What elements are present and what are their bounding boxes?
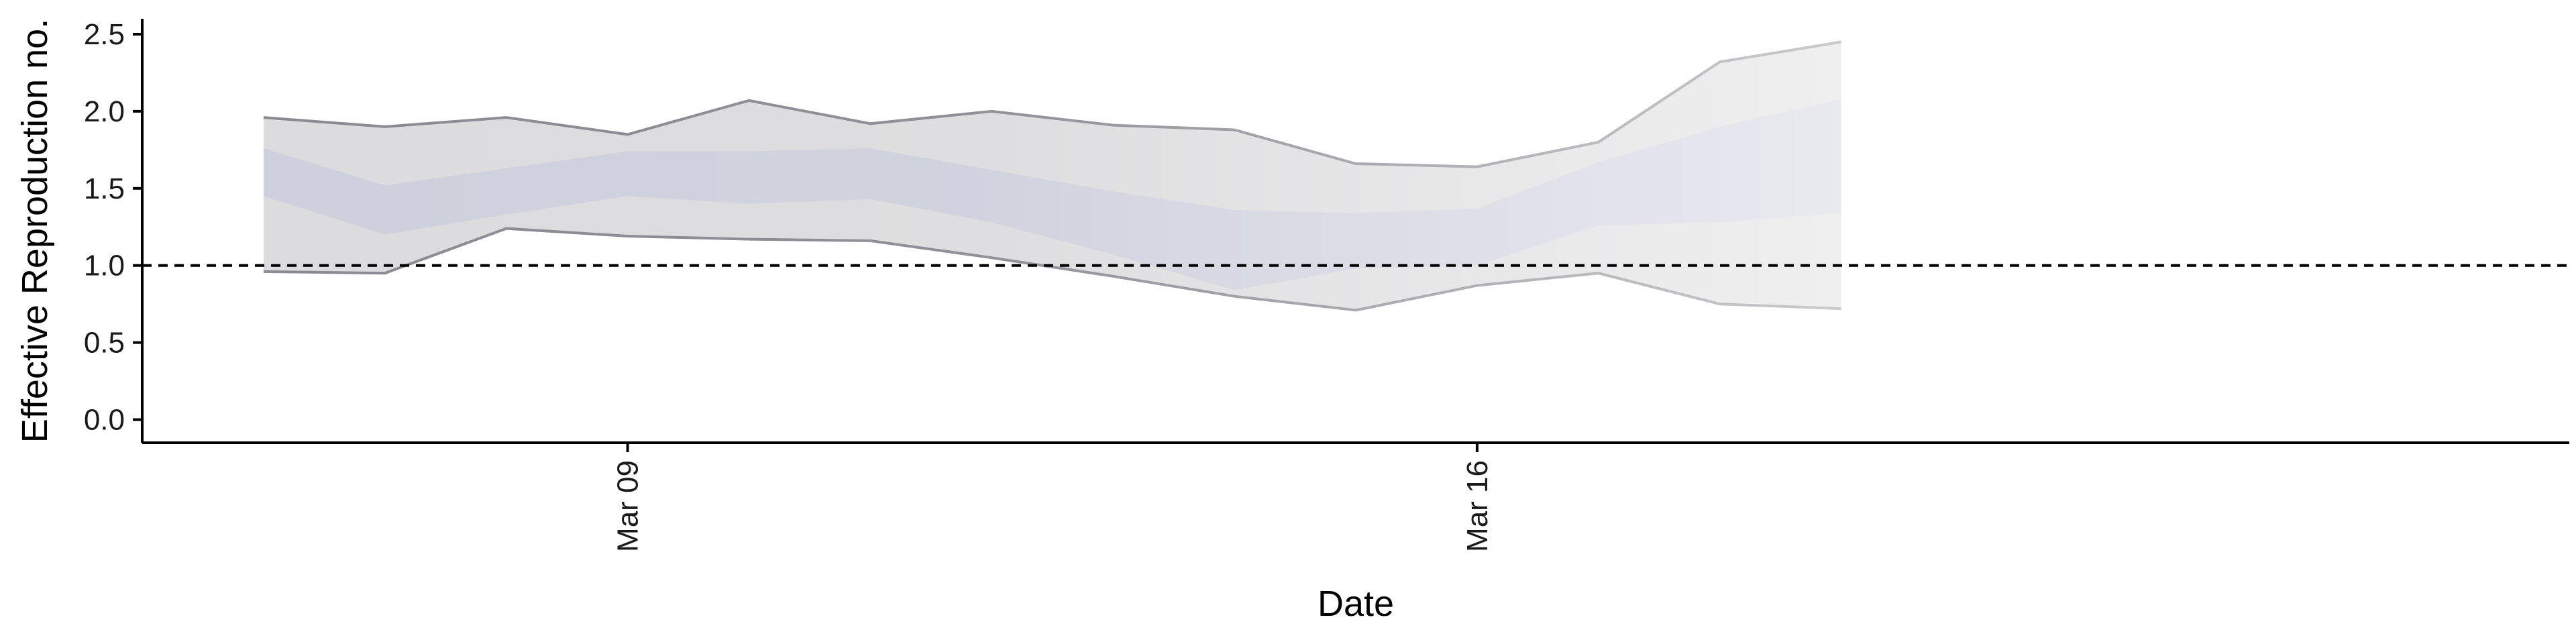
y-tick-label: 2.5: [84, 18, 125, 51]
y-tick-label: 0.5: [84, 327, 125, 360]
x-axis-title: Date: [1318, 584, 1394, 624]
x-tick-label: Mar 16: [1461, 460, 1494, 552]
axes-group: 0.0 0.5 1.0 1.5 2.0 2.5 Mar 09 Mar 16: [84, 18, 2569, 552]
y-tick-label: 2.0: [84, 95, 125, 128]
fade-overlay: [263, 19, 1845, 443]
y-axis-title: Effective Reproduction no.: [15, 19, 55, 443]
recency-fade: [263, 19, 1845, 443]
y-tick-label: 1.5: [84, 172, 125, 205]
y-tick-label: 0.0: [84, 404, 125, 437]
y-tick-label: 1.0: [84, 250, 125, 282]
x-tick-label: Mar 09: [612, 460, 645, 552]
